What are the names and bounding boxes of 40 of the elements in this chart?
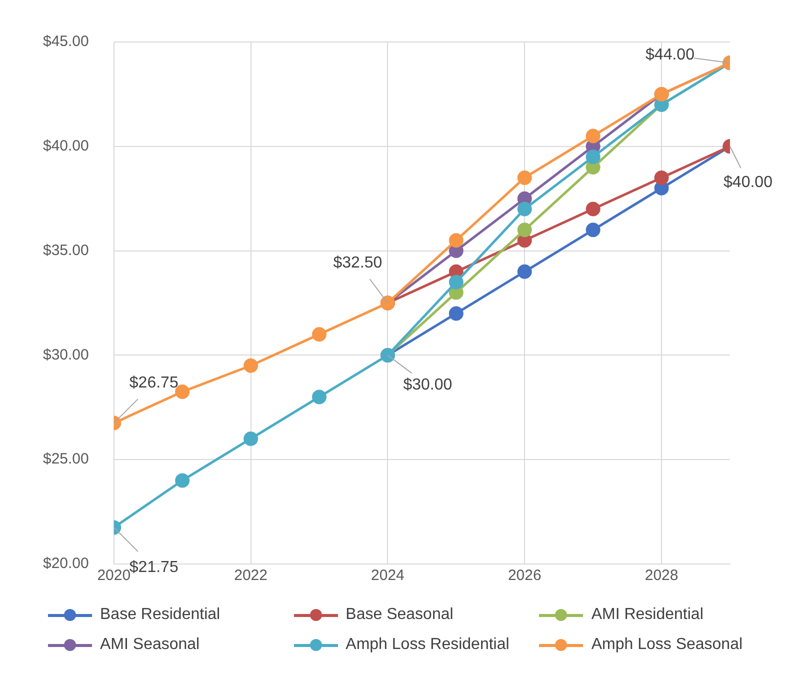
point — [448, 233, 464, 248]
legend-label: Amph Loss Residential — [346, 636, 510, 654]
point — [517, 202, 532, 216]
point — [448, 306, 464, 321]
annotation: $30.00 — [403, 376, 452, 394]
y-tick-label: $20.00 — [42, 555, 89, 572]
x-tick-label: 2026 — [508, 567, 542, 584]
y-tick-label: $35.00 — [42, 242, 89, 259]
point — [312, 327, 327, 342]
legend-label: Base Seasonal — [346, 606, 454, 624]
point — [517, 264, 532, 279]
legend-label: Base Residential — [100, 606, 220, 624]
point — [654, 170, 669, 185]
point — [586, 150, 600, 164]
x-tick-label: 2020 — [97, 567, 131, 584]
annotation: $44.00 — [646, 46, 695, 64]
annotation: $40.00 — [724, 174, 773, 191]
legend-label: Amph Loss Seasonal — [591, 636, 743, 654]
legend-label: AMI Seasonal — [100, 636, 200, 654]
point — [312, 390, 327, 404]
x-tick-label: 2022 — [234, 567, 268, 584]
point — [586, 222, 600, 238]
y-tick-label: $25.00 — [42, 450, 89, 468]
point — [586, 202, 600, 216]
x-tick-label: 2028 — [644, 567, 678, 584]
point — [517, 222, 532, 238]
point — [244, 358, 258, 373]
y-tick-label: $30.00 — [42, 346, 89, 364]
point — [175, 473, 190, 488]
legend-label: AMI Residential — [591, 606, 704, 624]
point — [517, 170, 532, 185]
y-tick-label: $40.00 — [42, 138, 89, 155]
point — [586, 128, 600, 144]
point — [244, 431, 258, 446]
x-tick-label: 2024 — [371, 567, 404, 584]
annotation: $26.75 — [129, 374, 178, 392]
annotation: $32.50 — [333, 254, 382, 272]
point — [448, 274, 464, 290]
y-tick-label: $45.00 — [42, 33, 89, 50]
annotation: $21.75 — [129, 558, 178, 576]
